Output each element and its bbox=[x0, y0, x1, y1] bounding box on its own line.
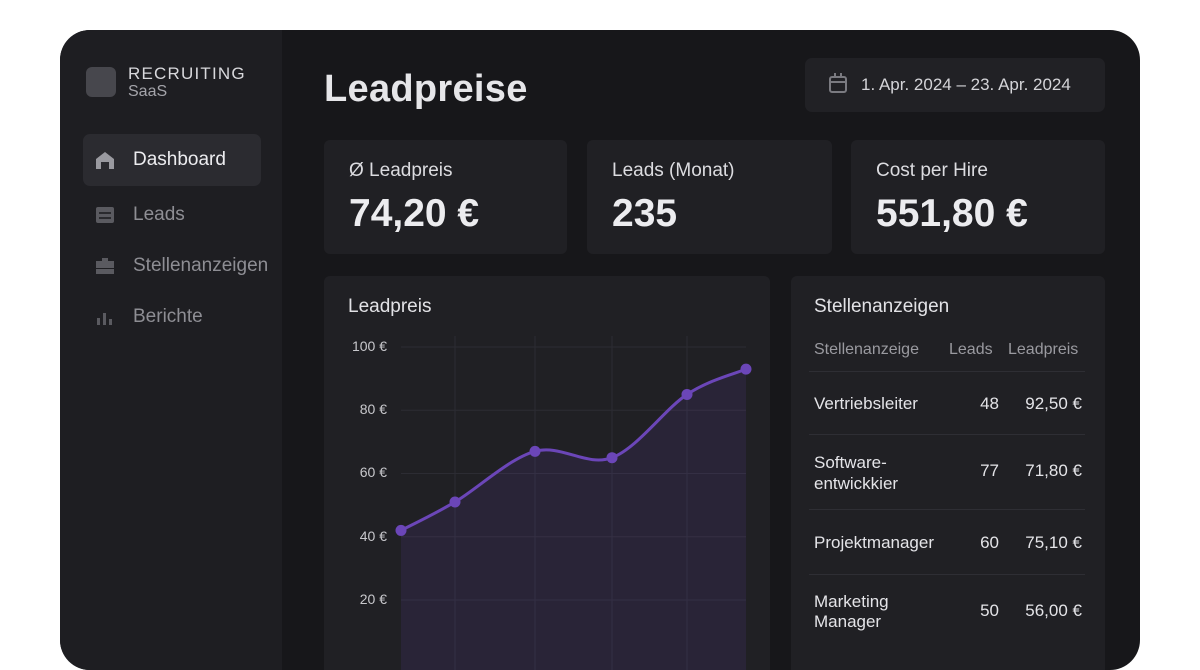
table-row[interactable]: Marketing Manager 50 56,00 € bbox=[809, 574, 1085, 654]
job-title: Software- bbox=[814, 453, 887, 472]
calendar-icon bbox=[829, 72, 847, 98]
table-title: Stellenanzeigen bbox=[814, 296, 950, 317]
sidebar-item-stellenanzeigen[interactable]: Stellenanzeigen bbox=[83, 240, 283, 292]
column-header-leads: Leads bbox=[949, 341, 993, 358]
y-tick-label: 100 € bbox=[351, 338, 387, 354]
y-tick-label: 20 € bbox=[359, 591, 387, 607]
leads-count: 48 bbox=[980, 394, 999, 413]
kpi-value: 74,20 € bbox=[349, 192, 480, 235]
lead-price: 56,00 € bbox=[1025, 601, 1082, 620]
sidebar: RECRUITING SaaS Dashboard Leads Stellena… bbox=[60, 30, 282, 670]
lead-price: 75,10 € bbox=[1025, 533, 1082, 552]
sidebar-item-berichte[interactable]: Berichte bbox=[83, 291, 261, 343]
data-point bbox=[449, 496, 461, 508]
briefcase-icon bbox=[95, 257, 115, 275]
table-row[interactable]: Software- entwickkier 77 71,80 € bbox=[809, 434, 1085, 509]
kpi-card-cost-per-hire: Cost per Hire 551,80 € bbox=[851, 140, 1105, 254]
kpi-value: 235 bbox=[612, 192, 678, 235]
column-header-stellenanzeige: Stellenanzeige bbox=[814, 341, 919, 358]
brand-name: RECRUITING bbox=[128, 64, 246, 83]
leadprice-chart-card: Leadpreis 100 € 80 € 60 € 40 € 20 € bbox=[324, 276, 770, 670]
data-point bbox=[740, 363, 752, 375]
area-fill bbox=[401, 369, 746, 670]
chart-title: Leadpreis bbox=[348, 296, 432, 317]
kpi-label: Cost per Hire bbox=[876, 160, 988, 181]
leads-count: 50 bbox=[980, 601, 999, 620]
app-window: RECRUITING SaaS Dashboard Leads Stellena… bbox=[60, 30, 1140, 670]
job-title-line2: Manager bbox=[814, 612, 882, 631]
sidebar-item-label: Leads bbox=[133, 204, 185, 225]
y-tick-label: 40 € bbox=[359, 528, 387, 544]
job-title-line2: entwickkier bbox=[814, 474, 899, 493]
data-point bbox=[606, 452, 618, 464]
table-row[interactable]: Vertriebsleiter 48 92,50 € bbox=[809, 371, 1085, 434]
kpi-card-leads: Leads (Monat) 235 bbox=[587, 140, 832, 254]
date-range-text: 1. Apr. 2024 – 23. Apr. 2024 bbox=[861, 75, 1071, 94]
sidebar-item-dashboard[interactable]: Dashboard bbox=[83, 134, 261, 186]
kpi-card-avg-leadprice: Ø Leadpreis 74,20 € bbox=[324, 140, 567, 254]
logo bbox=[86, 67, 116, 97]
brand-subtitle: SaaS bbox=[128, 83, 168, 100]
job-title: Projektmanager bbox=[814, 533, 935, 552]
sidebar-item-label: Dashboard bbox=[133, 149, 226, 170]
kpi-label: Ø Leadpreis bbox=[349, 160, 453, 181]
data-point bbox=[681, 388, 693, 400]
sidebar-item-label: Stellenanzeigen bbox=[133, 255, 269, 276]
data-point bbox=[395, 524, 407, 536]
leads-count: 77 bbox=[980, 461, 999, 480]
sidebar-item-label: Berichte bbox=[133, 306, 203, 327]
lead-price: 92,50 € bbox=[1025, 394, 1082, 413]
bar-chart-icon bbox=[95, 308, 115, 326]
table-row[interactable]: Projektmanager 60 75,10 € bbox=[809, 509, 1085, 574]
data-point bbox=[529, 445, 541, 457]
job-title: Vertriebsleiter bbox=[814, 394, 918, 413]
list-icon bbox=[95, 206, 115, 224]
leads-count: 60 bbox=[980, 533, 999, 552]
job-title: Marketing bbox=[814, 592, 889, 611]
kpi-value: 551,80 € bbox=[876, 192, 1028, 235]
lead-price: 71,80 € bbox=[1025, 461, 1082, 480]
y-tick-label: 80 € bbox=[359, 401, 387, 417]
date-range-picker[interactable]: 1. Apr. 2024 – 23. Apr. 2024 bbox=[805, 58, 1105, 112]
page-title: Leadpreise bbox=[324, 68, 528, 110]
job-ads-table-card: Stellenanzeigen Stellenanzeige Leads Lea… bbox=[791, 276, 1105, 670]
line-chart bbox=[395, 336, 752, 670]
sidebar-item-leads[interactable]: Leads bbox=[83, 189, 261, 241]
kpi-label: Leads (Monat) bbox=[612, 160, 735, 181]
home-icon bbox=[95, 151, 115, 169]
y-tick-label: 60 € bbox=[359, 464, 387, 480]
column-header-leadpreis: Leadpreis bbox=[1008, 341, 1079, 358]
